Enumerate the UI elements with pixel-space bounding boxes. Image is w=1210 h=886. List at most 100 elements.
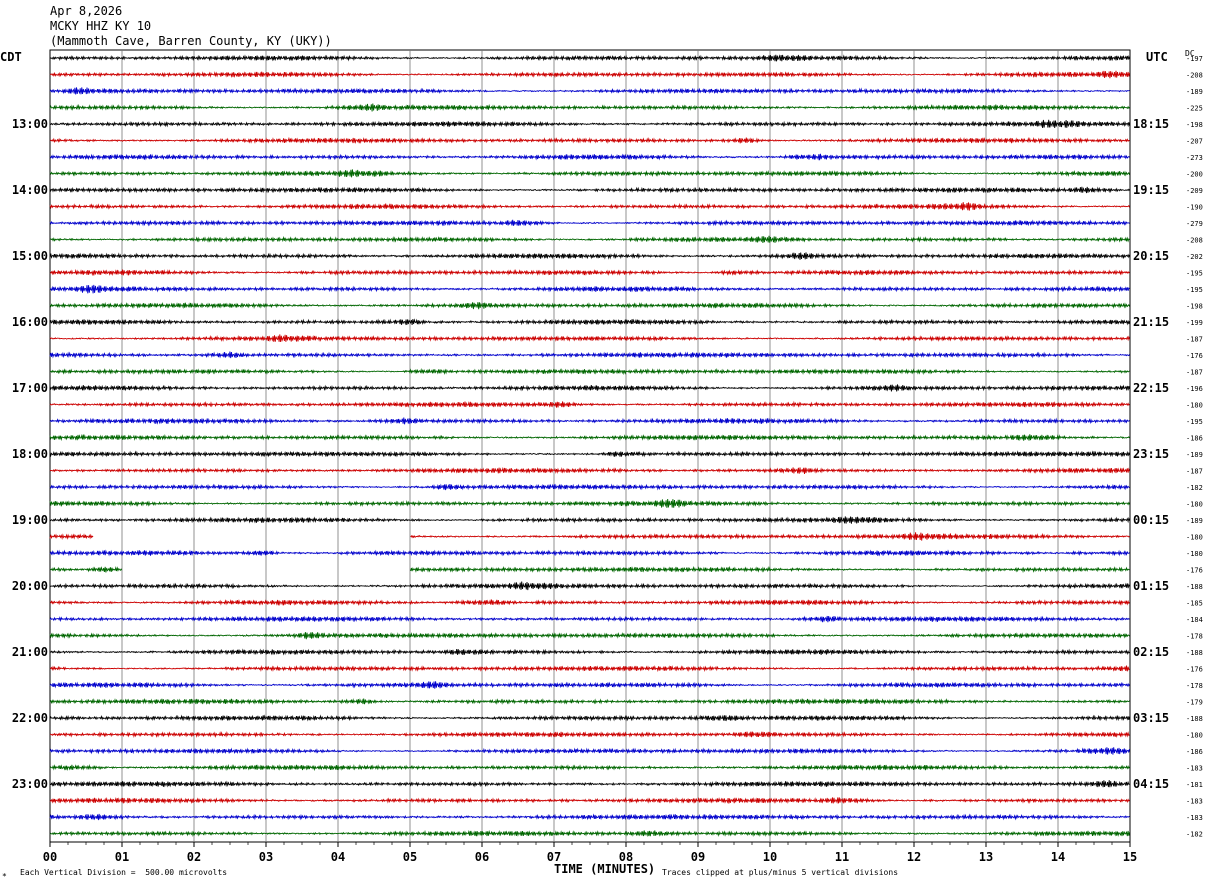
dc-offset-label: -178 (1186, 682, 1203, 690)
scale-note: Each Vertical Division = 500.00 microvol… (20, 868, 228, 877)
dc-offset-label: -178 (1186, 633, 1203, 641)
dc-offset-label: -182 (1186, 831, 1203, 839)
trace-row-26 (49, 466, 1131, 474)
dc-offset-label: -180 (1186, 402, 1203, 410)
trace-row-32 (49, 565, 1130, 574)
x-tick-label: 14 (1051, 850, 1065, 864)
dc-offset-label: -198 (1186, 121, 1203, 129)
trace-row-38 (49, 664, 1130, 673)
dc-offset-label: -273 (1186, 154, 1203, 162)
trace-row-36 (49, 631, 1130, 640)
trace-row-46 (49, 797, 1130, 805)
left-hour-label: 15:00 (12, 249, 48, 263)
dc-offset-label: -179 (1186, 699, 1203, 707)
left-hour-label: 20:00 (12, 579, 48, 593)
right-hour-label: 03:15 (1133, 711, 1169, 725)
trace-row-41 (49, 714, 1131, 722)
corner-mark: * (2, 872, 7, 881)
trace-row-10 (49, 202, 1131, 211)
dc-offset-label: -195 (1186, 418, 1203, 426)
dc-offset-label: -187 (1186, 336, 1203, 344)
right-hour-label: 22:15 (1133, 381, 1169, 395)
left-hour-label: 23:00 (12, 777, 48, 791)
dc-offset-label: -183 (1186, 798, 1203, 806)
dc-offset-label: -180 (1186, 550, 1203, 558)
dc-offset-label: -187 (1186, 369, 1203, 377)
x-tick-label: 09 (691, 850, 705, 864)
trace-row-3 (49, 87, 1130, 95)
dc-offset-label: -208 (1186, 72, 1203, 80)
dc-offset-label: -202 (1186, 253, 1203, 261)
trace-row-44 (49, 763, 1130, 772)
x-tick-label: 00 (43, 850, 57, 864)
trace-row-20 (49, 368, 1130, 376)
trace-row-23 (49, 417, 1130, 425)
trace-row-25 (49, 450, 1131, 458)
dc-offset-label: -189 (1186, 451, 1203, 459)
x-tick-label: 12 (907, 850, 921, 864)
trace-row-34 (49, 598, 1130, 607)
x-tick-label: 13 (979, 850, 993, 864)
dc-offset-label: -176 (1186, 352, 1203, 360)
left-hour-label: 18:00 (12, 447, 48, 461)
right-hour-label: 02:15 (1133, 645, 1169, 659)
x-tick-label: 10 (763, 850, 777, 864)
dc-offset-label: -183 (1186, 814, 1203, 822)
left-hour-label: 17:00 (12, 381, 48, 395)
dc-offset-label: -195 (1186, 270, 1203, 278)
x-tick-label: 08 (619, 850, 633, 864)
dc-offset-label: -197 (1186, 55, 1203, 63)
trace-row-45 (49, 780, 1130, 788)
trace-row-43 (49, 747, 1131, 755)
trace-row-30 (49, 532, 1130, 541)
trace-row-5 (49, 119, 1131, 128)
station-location: (Mammoth Cave, Barren County, KY (UKY)) (50, 34, 332, 48)
dc-offset-label: -198 (1186, 303, 1203, 311)
dc-offset-label: -186 (1186, 435, 1203, 443)
trace-row-33 (49, 581, 1131, 591)
trace-row-40 (49, 697, 1130, 706)
station-code: MCKY HHZ KY 10 (50, 19, 152, 33)
dc-offset-label: -184 (1186, 616, 1203, 624)
dc-offset-label: -189 (1186, 517, 1203, 525)
trace-row-9 (49, 186, 1130, 194)
right-hour-label: 19:15 (1133, 183, 1169, 197)
right-timezone-label: UTC (1146, 50, 1168, 64)
trace-row-12 (49, 235, 1130, 244)
trace-row-31 (49, 549, 1130, 557)
dc-offset-label: -176 (1186, 666, 1203, 674)
x-tick-label: 07 (547, 850, 561, 864)
right-hour-label: 00:15 (1133, 513, 1169, 527)
trace-row-15 (49, 284, 1130, 294)
trace-row-17 (49, 318, 1131, 326)
trace-row-28 (49, 498, 1131, 508)
dc-offset-label: -181 (1186, 781, 1203, 789)
left-hour-label: 22:00 (12, 711, 48, 725)
dc-offset-header: DC (1185, 49, 1195, 58)
right-hour-label: 18:15 (1133, 117, 1169, 131)
trace-row-16 (49, 301, 1131, 310)
dc-offset-label: -188 (1186, 583, 1203, 591)
trace-row-11 (49, 219, 1130, 227)
trace-row-4 (49, 103, 1130, 112)
trace-row-8 (49, 169, 1131, 178)
left-hour-label: 19:00 (12, 513, 48, 527)
x-tick-label: 04 (331, 850, 345, 864)
dc-offset-label: -225 (1186, 105, 1203, 113)
dc-offset-label: -195 (1186, 286, 1203, 294)
dc-offset-label: -209 (1186, 187, 1203, 195)
x-tick-label: 05 (403, 850, 417, 864)
trace-row-6 (49, 136, 1130, 145)
left-hour-label: 16:00 (12, 315, 48, 329)
left-timezone-label: CDT (0, 50, 22, 64)
left-hour-label: 14:00 (12, 183, 48, 197)
right-hour-label: 01:15 (1133, 579, 1169, 593)
trace-row-21 (49, 384, 1131, 392)
dc-offset-label: -188 (1186, 715, 1203, 723)
trace-row-2 (49, 70, 1131, 79)
trace-row-13 (49, 252, 1131, 260)
x-tick-label: 03 (259, 850, 273, 864)
trace-row-27 (49, 483, 1130, 491)
dc-offset-label: -180 (1186, 732, 1203, 740)
